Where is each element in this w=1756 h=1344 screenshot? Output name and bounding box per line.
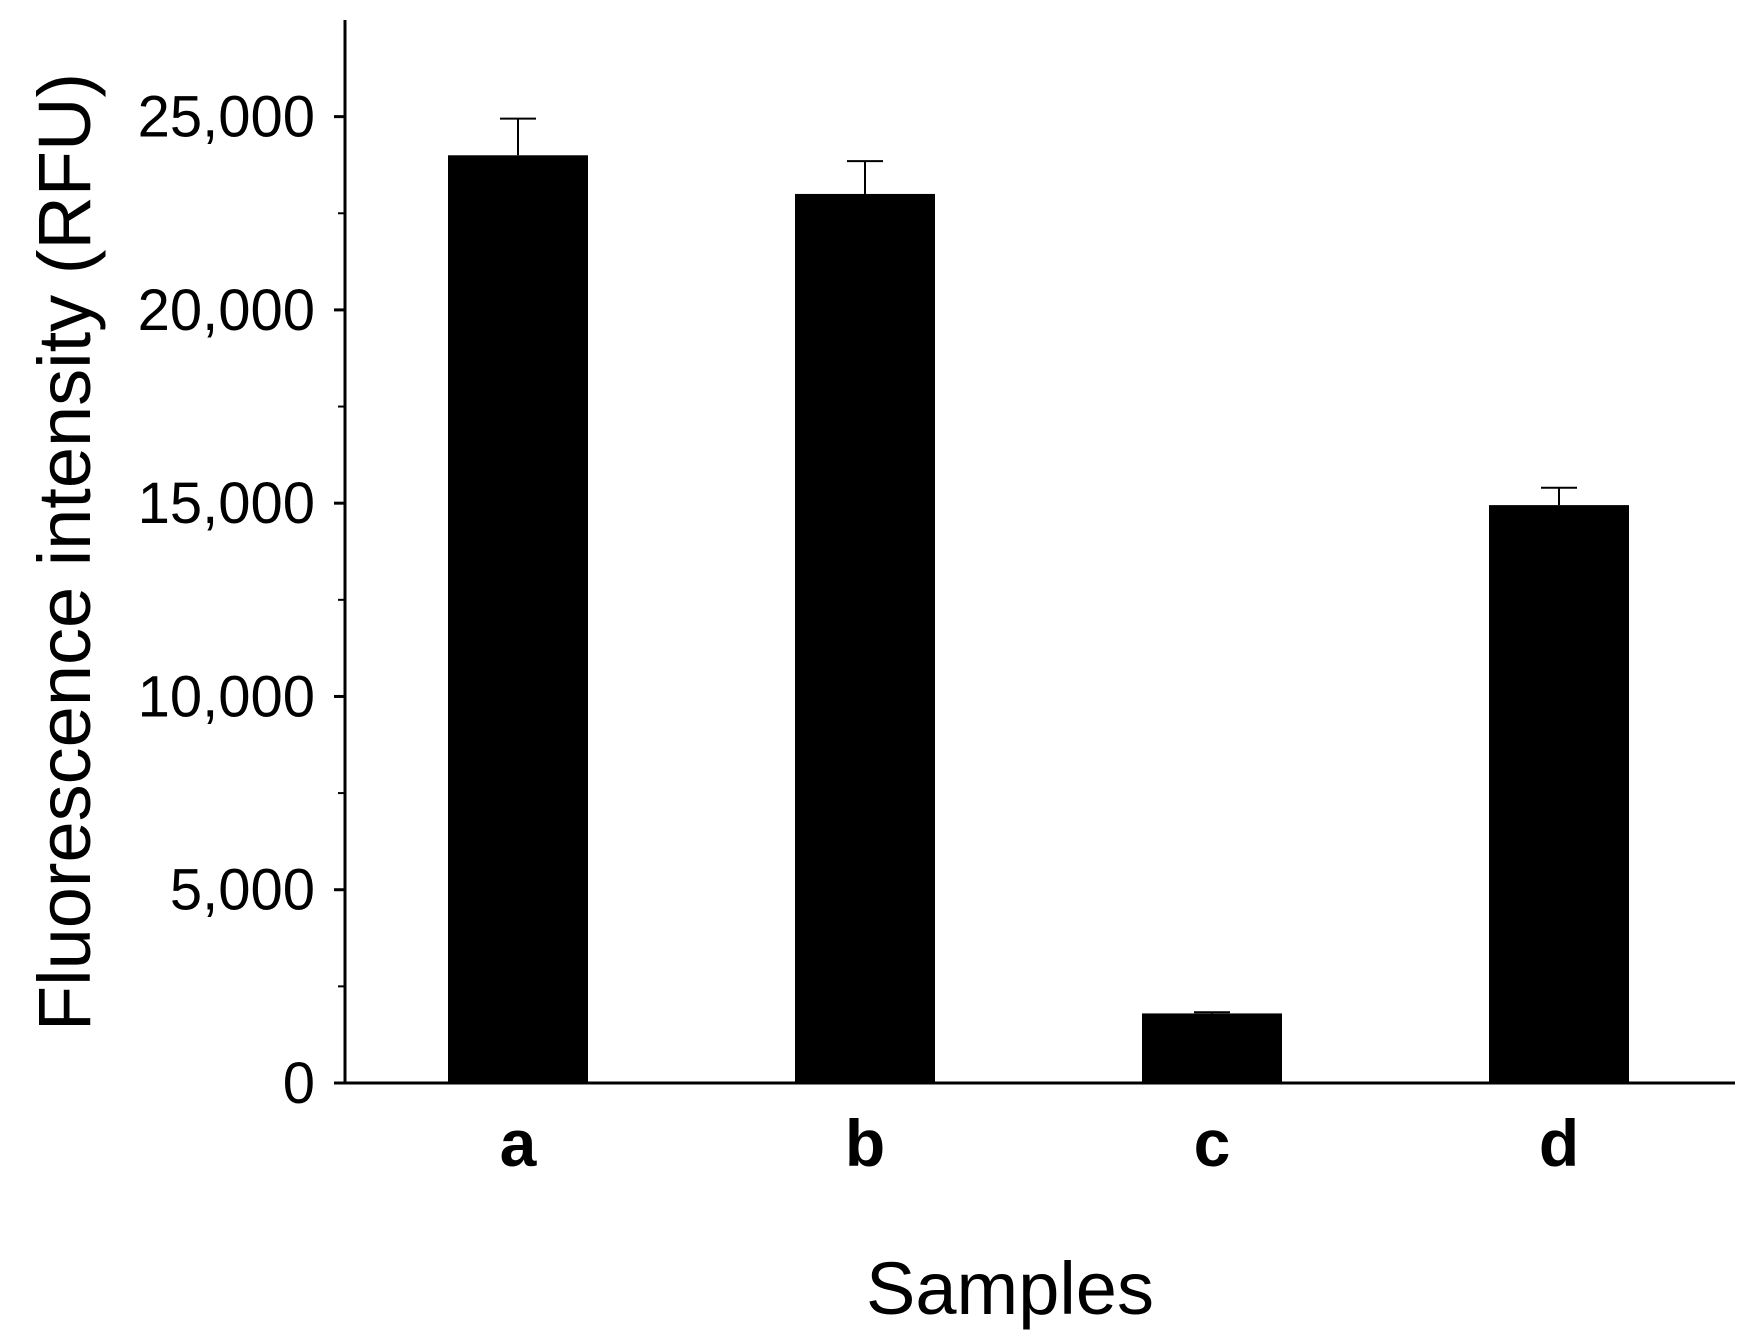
x-tick-label-a: a (500, 1106, 538, 1180)
y-tick-label: 25,000 (138, 85, 315, 150)
bar-d (1489, 505, 1629, 1084)
y-tick-label: 20,000 (138, 278, 315, 343)
bar-c (1142, 1013, 1282, 1083)
y-axis-title: Fluorescence intensity (RFU) (23, 73, 106, 1031)
y-tick-label: 0 (283, 1051, 315, 1116)
x-tick-label-b: b (845, 1106, 885, 1180)
x-axis-title: Samples (866, 1247, 1154, 1330)
error-bars-group (500, 117, 1577, 1014)
y-ticks-group: 0 5,000 10,000 15,000 20,000 25,000 (138, 85, 345, 1116)
y-tick-label: 15,000 (138, 471, 315, 536)
bar-b (795, 193, 935, 1084)
y-tick-label: 5,000 (170, 858, 315, 923)
x-tick-label-c: c (1194, 1106, 1231, 1180)
bars-group (448, 155, 1629, 1084)
x-category-labels: a b c d (500, 1106, 1580, 1180)
x-tick-label-d: d (1539, 1106, 1579, 1180)
y-tick-label: 10,000 (138, 664, 315, 729)
bar-a (448, 155, 588, 1084)
